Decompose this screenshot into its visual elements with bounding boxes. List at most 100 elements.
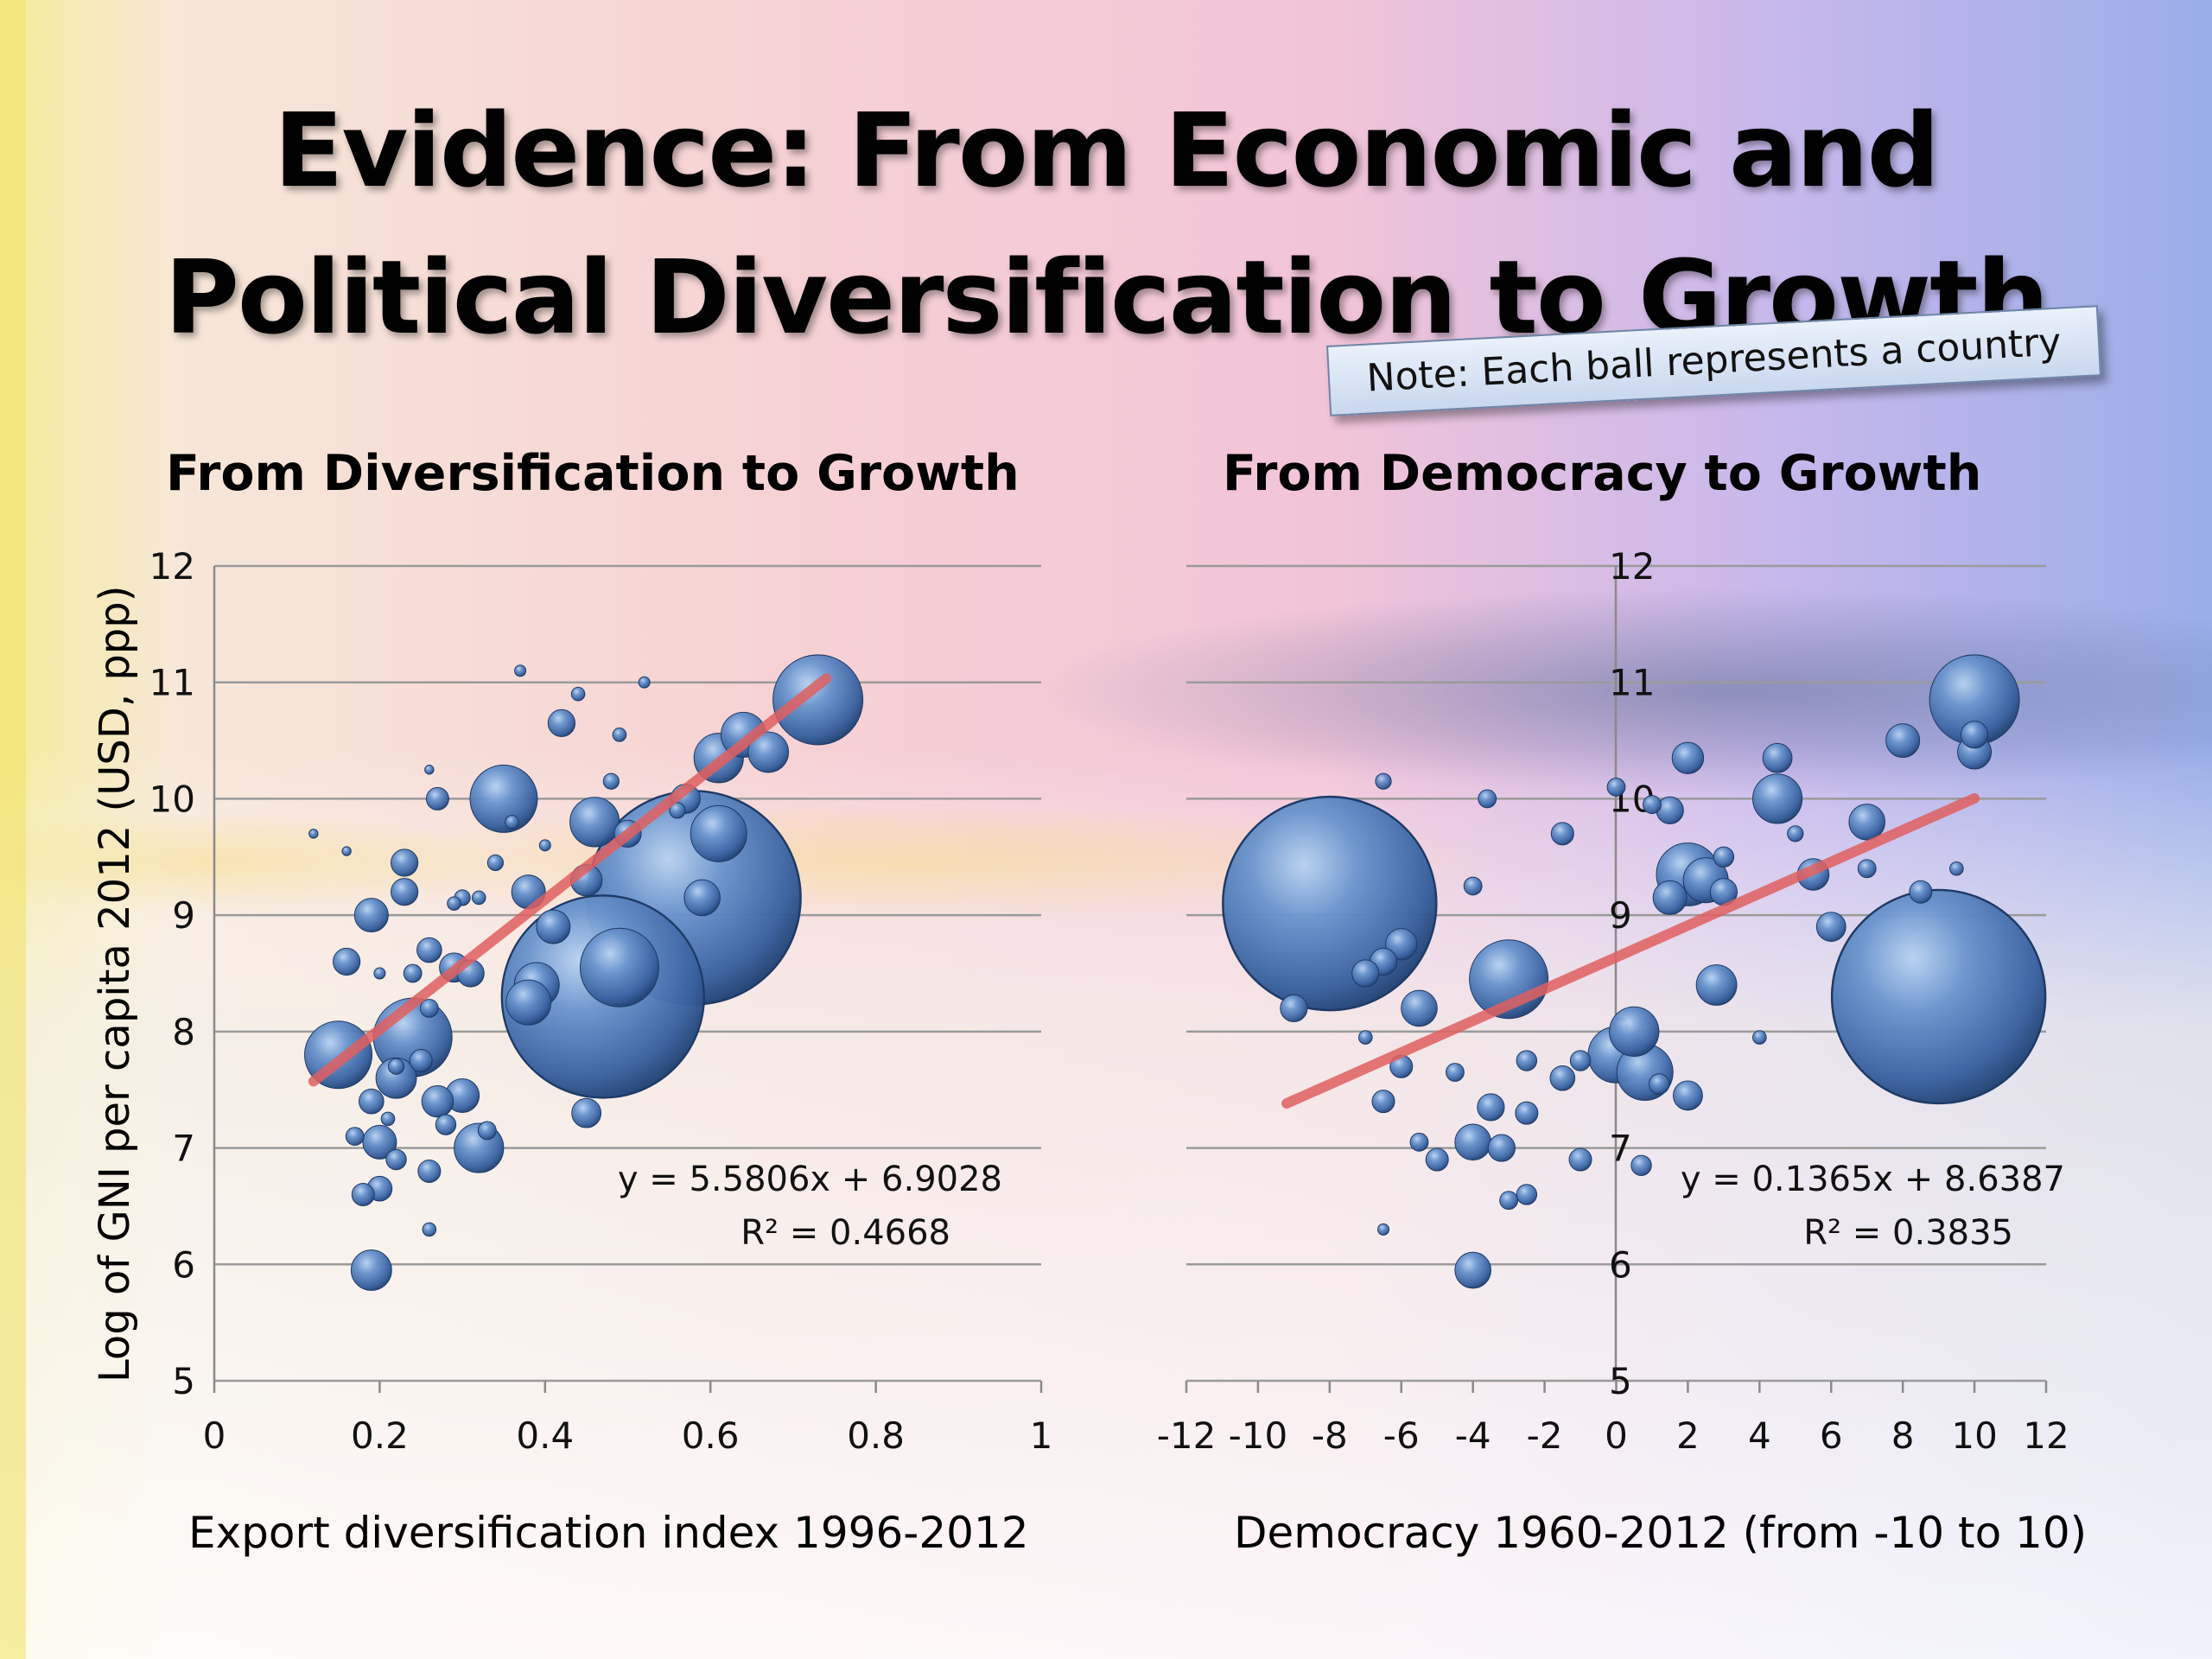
country-bubble [353,898,389,933]
country-bubble [1516,1050,1538,1071]
country-bubble [1478,789,1497,809]
country-bubble [612,728,627,742]
country-bubble [424,765,435,775]
country-bubble [380,1111,396,1127]
country-bubble [1960,721,1989,749]
x-tick-label: 0.2 [351,1414,409,1457]
country-bubble [569,797,620,848]
country-bubble [1499,1191,1519,1211]
y-tick-label: 10 [149,778,195,820]
country-bubble [1857,859,1877,879]
country-bubble [1673,1080,1703,1111]
country-bubble [747,731,790,773]
country-bubble [1751,773,1803,824]
country-bubble [486,854,504,872]
country-bubble [359,1088,385,1115]
country-bubble [1949,861,1964,876]
country-bubble [1762,742,1793,773]
country-bubble [638,676,651,689]
trend-equation: y = 0.1365x + 8.6387 [1681,1160,2065,1199]
country-bubble [683,879,721,917]
country-bubble [690,804,747,862]
country-bubble [1830,888,2047,1105]
country-bubble [1357,1030,1373,1045]
country-bubble [425,786,449,810]
country-bubble [435,1114,457,1135]
country-bubble [1487,1134,1516,1162]
country-bubble [1752,1030,1767,1045]
country-bubble [1351,959,1380,988]
y-tick-label: 5 [172,1360,195,1402]
country-bubble [350,1249,392,1291]
country-bubble [387,1058,405,1075]
y-axis-label: Log of GNI per capita 2012 (USD, ppp) [91,585,139,1382]
country-bubble [1885,723,1921,759]
country-bubble [373,967,386,980]
country-bubble [416,937,442,963]
y-tick-label: 6 [1609,1243,1632,1286]
country-bubble [477,1121,497,1141]
x-tick-label: 8 [1891,1414,1915,1457]
country-bubble [1713,846,1735,868]
r-squared: R² = 0.4668 [741,1213,950,1253]
country-bubble [1377,1223,1390,1236]
country-bubble [505,979,552,1026]
x-tick-label: -4 [1455,1414,1491,1457]
y-tick-label: 11 [1609,662,1655,704]
x-tick-label: -8 [1312,1414,1348,1457]
x-tick-label: -2 [1527,1414,1563,1457]
x-tick-label: 0.8 [847,1414,905,1457]
country-bubble [1371,1090,1395,1114]
y-tick-label: 9 [1609,894,1632,937]
left-x-axis-label: Export diversification index 1996-2012 [188,1508,1029,1558]
left-chart-title: From Diversification to Growth [166,445,1020,502]
country-bubble [469,764,538,833]
x-tick-label: 12 [2023,1414,2069,1457]
country-bubble [375,1057,417,1099]
country-bubble [421,1084,454,1118]
y-tick-label: 11 [149,662,195,704]
country-bubble [422,1222,437,1237]
country-bubble [417,1160,442,1184]
country-bubble [1569,1050,1592,1071]
country-bubble [351,1182,375,1206]
country-bubble [547,709,576,737]
country-bubble [385,1148,407,1171]
country-bubble [1652,880,1688,915]
country-bubble [1446,1063,1465,1082]
y-tick-label: 12 [149,545,195,588]
country-bubble [391,849,419,877]
country-bubble [570,686,586,702]
country-bubble [579,927,659,1007]
country-bubble [403,963,423,983]
right-chart-title: From Democracy to Growth [1223,445,1982,502]
country-bubble [1463,876,1483,896]
x-tick-label: 0.4 [516,1414,574,1457]
country-bubble [1401,989,1438,1027]
y-tick-label: 7 [1609,1128,1632,1170]
country-bubble [1375,772,1392,790]
country-bubble [1643,795,1662,815]
country-bubble [1280,994,1308,1023]
country-bubble [1568,1147,1592,1172]
x-tick-label: 0 [1605,1414,1628,1457]
x-tick-label: -10 [1229,1414,1288,1457]
right-x-axis-label: Democracy 1960-2012 (from -10 to 10) [1234,1508,2088,1558]
country-bubble [1425,1147,1449,1172]
country-bubble [1515,1101,1539,1125]
country-bubble [1671,741,1705,774]
country-bubble [419,999,439,1018]
x-tick-label: 4 [1748,1414,1771,1457]
country-bubble [669,802,686,819]
trendline [308,673,832,1087]
x-tick-label: 0.6 [682,1414,740,1457]
country-bubble [1454,1123,1491,1161]
country-bubble [1848,804,1886,841]
country-bubble [409,1049,433,1073]
r-squared: R² = 0.3835 [1803,1213,2013,1253]
x-tick-label: 6 [1820,1414,1843,1457]
y-tick-label: 7 [172,1128,195,1170]
slide-title-line-1: Evidence: From Economic and [273,91,1940,210]
